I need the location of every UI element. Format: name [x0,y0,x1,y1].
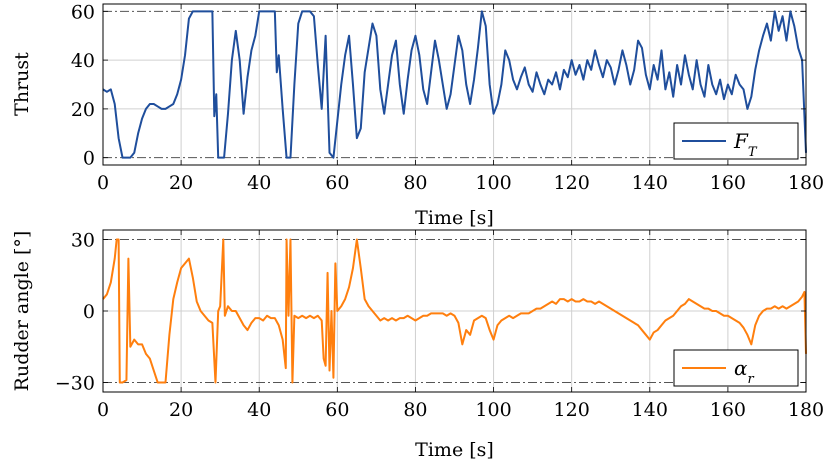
thrust-series [102,10,807,159]
rudder-x-tick-label: 60 [325,399,349,421]
rudder-y-tick-label: −30 [55,372,95,394]
rudder-x-tick-label: 120 [554,399,590,421]
rudder-x-tick-label: 20 [169,399,193,421]
thrust-plot-frame [102,3,807,166]
rudder-x-tick-label: 140 [632,399,668,421]
thrust-x-tick-label: 140 [632,172,668,194]
rudder-y-tick-label: 0 [83,301,95,323]
rudder-y-tick-labels: −30 0 30 [55,230,95,395]
rudder-x-tick-label: 160 [710,399,746,421]
rudder-x-axis-title: Time [s] [415,439,494,461]
rudder-x-tick-label: 100 [475,399,511,421]
thrust-series-line [102,10,807,159]
thrust-y-tick-labels: 0 20 40 60 [71,1,95,169]
thrust-x-tick-label: 20 [169,172,193,194]
thrust-legend-label: FT [733,129,758,160]
rudder-y-axis-title: Rudder angle [°] [11,231,33,392]
thrust-x-tick-label: 120 [554,172,590,194]
thrust-x-tick-label: 180 [788,172,824,194]
rudder-x-tick-label: 180 [788,399,824,421]
rudder-ticks [102,230,807,392]
rudder-x-tick-label: 80 [403,399,427,421]
thrust-x-tick-label: 60 [325,172,349,194]
thrust-x-tick-label: 100 [475,172,511,194]
thrust-x-axis-title: Time [s] [415,207,494,229]
thrust-y-tick-label: 60 [71,1,95,23]
thrust-legend-box [673,122,799,160]
thrust-x-tick-label: 0 [97,172,109,194]
rudder-x-tick-label: 40 [247,399,271,421]
thrust-y-tick-label: 40 [71,50,95,72]
thrust-y-axis-title: Thrust [11,52,33,116]
thrust-x-tick-labels: 0 20 40 60 80 100 120 140 160 180 [97,172,824,194]
thrust-x-tick-label: 160 [710,172,746,194]
thrust-ticks [102,4,807,165]
rudder-series [102,238,807,384]
thrust-y-tick-label: 0 [83,148,95,170]
thrust-legend: FT [673,122,799,160]
rudder-legend: αr [673,349,799,387]
thrust-x-tick-label: 40 [247,172,271,194]
thrust-x-tick-label: 80 [403,172,427,194]
thrust-y-tick-label: 20 [71,99,95,121]
rudder-series-line [102,238,807,384]
rudder-x-tick-label: 0 [97,399,109,421]
rudder-y-tick-label: 30 [71,230,95,252]
rudder-legend-label: αr [734,356,755,387]
rudder-x-tick-labels: 0 20 40 60 80 100 120 140 160 180 [97,399,824,421]
thrust-chart: 0 20 40 60 80 100 120 140 160 180 0 20 40 60 Time [s… [11,1,824,229]
